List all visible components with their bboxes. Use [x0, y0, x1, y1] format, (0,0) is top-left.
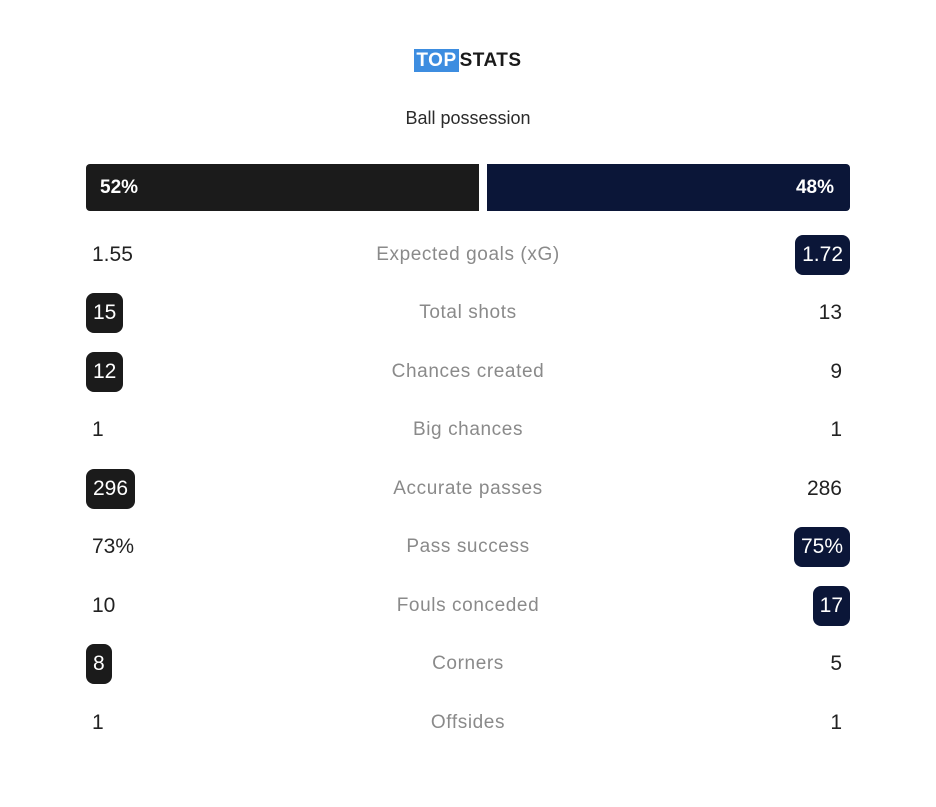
stat-label: Pass success — [406, 536, 530, 557]
stat-away-value: 286 — [806, 477, 842, 500]
possession-away: 48% — [487, 164, 850, 211]
stat-home-value: 15 — [86, 293, 124, 333]
stat-row: 12 Chances created 9 — [86, 352, 850, 392]
stat-label: Chances created — [391, 361, 545, 382]
top-stats-title: TOP STATS — [0, 49, 936, 72]
stat-away-value: 1 — [830, 418, 842, 441]
stat-away-value: 13 — [818, 301, 842, 324]
stat-home-value: 1.55 — [92, 243, 133, 266]
stat-home-value: 12 — [86, 352, 124, 392]
stat-away-value: 1.72 — [795, 235, 850, 275]
stat-away-value: 5 — [830, 652, 842, 675]
stat-away-value: 1 — [830, 711, 842, 734]
possession-home: 52% — [86, 164, 479, 211]
stat-label: Expected goals (xG) — [376, 244, 560, 265]
stat-label: Accurate passes — [393, 478, 543, 499]
stat-label: Total shots — [419, 302, 517, 323]
title-rest: STATS — [459, 50, 522, 71]
stat-label: Big chances — [412, 419, 524, 440]
stat-away-value: 17 — [812, 586, 850, 626]
stat-away-value: 9 — [830, 360, 842, 383]
ball-possession-label: Ball possession — [405, 108, 531, 128]
stat-row: 1 Big chances 1 — [86, 410, 850, 450]
stat-home-value: 1 — [92, 418, 104, 441]
stat-home-value: 73% — [92, 535, 135, 558]
title-highlight: TOP — [414, 49, 459, 72]
stat-label: Fouls conceded — [396, 595, 540, 616]
stat-row: 8 Corners 5 — [86, 644, 850, 684]
stat-away-value: 75% — [793, 527, 850, 567]
stat-row: 1 Offsides 1 — [86, 703, 850, 743]
stat-row: 73% Pass success 75% — [86, 527, 850, 567]
stat-row: 1.55 Expected goals (xG) 1.72 — [86, 235, 850, 275]
stat-home-value: 10 — [92, 594, 116, 617]
stat-row: 296 Accurate passes 286 — [86, 469, 850, 509]
stat-row: 10 Fouls conceded 17 — [86, 586, 850, 626]
stat-row: 15 Total shots 13 — [86, 293, 850, 333]
stat-label: Corners — [432, 653, 504, 674]
stat-label: Offsides — [430, 712, 506, 733]
stat-home-value: 1 — [92, 711, 104, 734]
stat-home-value: 296 — [86, 469, 136, 509]
possession-bar: 52% 48% — [86, 164, 850, 211]
stat-home-value: 8 — [86, 644, 112, 684]
